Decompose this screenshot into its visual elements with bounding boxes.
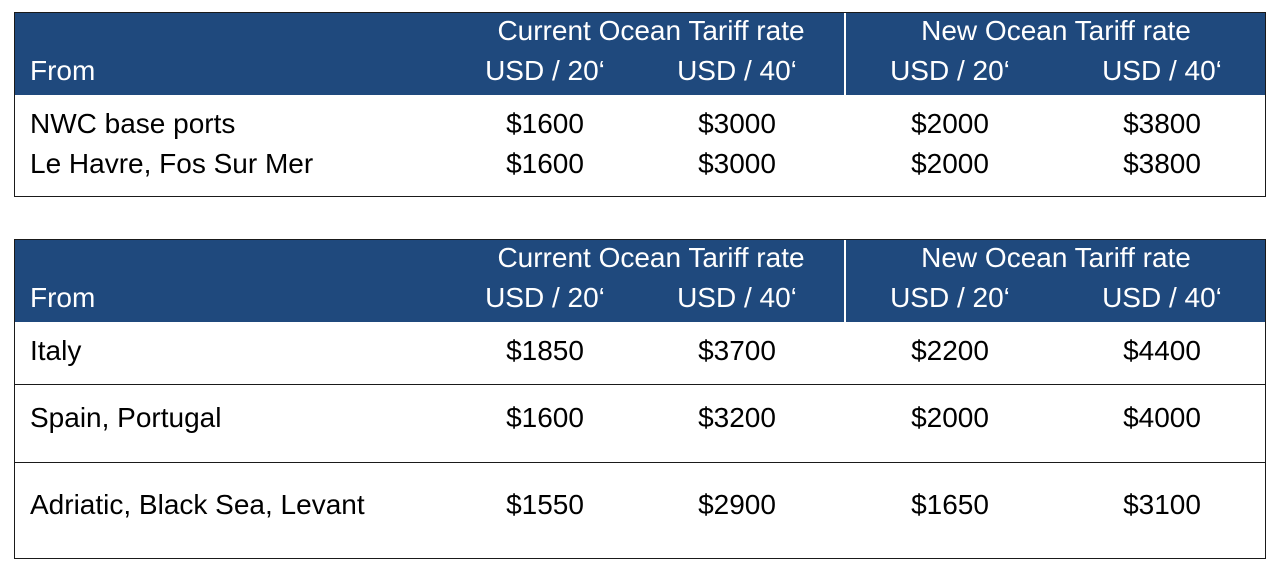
column-header-new-40: USD / 40‘ [1102, 282, 1222, 313]
rate-cell: $2000 [911, 108, 989, 139]
table-row: Italy $1850 $3700 $2200 $4400 [15, 322, 1265, 384]
rate-cell: $3700 [698, 335, 776, 366]
rate-cell: $3100 [1123, 489, 1201, 520]
column-header-current-20: USD / 20‘ [485, 282, 605, 313]
rate-cell: $3000 [698, 148, 776, 179]
rate-cell: $2000 [911, 402, 989, 433]
table-row: NWC base ports $1600 $3000 $2000 $3800 [15, 99, 1265, 139]
column-header-new-20: USD / 20‘ [890, 282, 1010, 313]
new-rate-group-header: New Ocean Tariff rate [921, 242, 1191, 273]
table-row: Le Havre, Fos Sur Mer $1600 $3000 $2000 … [15, 139, 1265, 179]
from-column-header: From [30, 55, 96, 86]
rate-cell: $1600 [506, 108, 584, 139]
column-header-current-20: USD / 20‘ [485, 55, 605, 86]
table-header: Current Ocean Tariff rate New Ocean Tari… [15, 240, 1265, 322]
column-header-current-40: USD / 40‘ [677, 55, 797, 86]
table-body: NWC base ports $1600 $3000 $2000 $3800 L… [15, 95, 1265, 179]
origin-cell: Spain, Portugal [30, 402, 222, 433]
rate-cell: $1850 [506, 335, 584, 366]
column-header-new-20: USD / 20‘ [890, 55, 1010, 86]
rate-cell: $3200 [698, 402, 776, 433]
column-header-current-40: USD / 40‘ [677, 282, 797, 313]
rate-cell: $1650 [911, 489, 989, 520]
origin-cell: Adriatic, Black Sea, Levant [30, 489, 365, 520]
rate-table-1: Current Ocean Tariff rate New Ocean Tari… [14, 12, 1266, 197]
origin-cell: Le Havre, Fos Sur Mer [30, 148, 314, 179]
rate-cell: $1600 [506, 148, 584, 179]
rate-cell: $3800 [1123, 108, 1201, 139]
current-rate-group-header: Current Ocean Tariff rate [497, 242, 805, 273]
rate-cell: $2000 [911, 148, 989, 179]
table-row: Spain, Portugal $1600 $3200 $2000 $4000 [15, 384, 1265, 462]
table-header: Current Ocean Tariff rate New Ocean Tari… [15, 13, 1265, 95]
rate-cell: $1550 [506, 489, 584, 520]
column-header-new-40: USD / 40‘ [1102, 55, 1222, 86]
rate-cell: $2200 [911, 335, 989, 366]
header-divider [844, 13, 846, 95]
rate-cell: $3800 [1123, 148, 1201, 179]
table-row: Adriatic, Black Sea, Levant $1550 $2900 … [15, 462, 1265, 558]
from-column-header: From [30, 282, 96, 313]
rate-table-2: Current Ocean Tariff rate New Ocean Tari… [14, 239, 1266, 559]
table-body: Italy $1850 $3700 $2200 $4400 Spain, Por… [15, 322, 1265, 558]
header-divider [844, 240, 846, 322]
origin-cell: Italy [30, 335, 82, 366]
new-rate-group-header: New Ocean Tariff rate [921, 15, 1191, 46]
rate-cell: $4000 [1123, 402, 1201, 433]
current-rate-group-header: Current Ocean Tariff rate [497, 15, 805, 46]
rate-cell: $4400 [1123, 335, 1201, 366]
origin-cell: NWC base ports [30, 108, 236, 139]
rate-cell: $2900 [698, 489, 776, 520]
rate-cell: $3000 [698, 108, 776, 139]
rate-cell: $1600 [506, 402, 584, 433]
